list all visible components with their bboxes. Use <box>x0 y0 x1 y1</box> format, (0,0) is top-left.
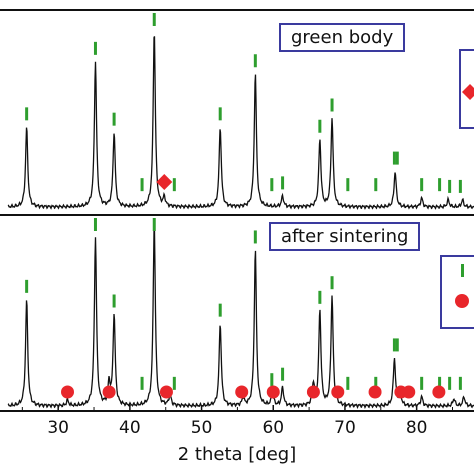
green-marker <box>218 303 222 317</box>
green-marker <box>318 290 322 304</box>
green-marker <box>395 151 399 165</box>
circle-marker <box>402 385 416 399</box>
green-marker <box>448 376 452 390</box>
circle-marker <box>368 385 382 399</box>
green-marker <box>152 218 156 231</box>
phase-markers <box>25 13 474 399</box>
green-marker <box>330 276 334 290</box>
green-marker <box>281 367 285 381</box>
green-marker <box>270 178 274 192</box>
green-marker <box>112 294 116 308</box>
circle-marker <box>61 385 75 399</box>
green-marker <box>318 119 322 133</box>
green-marker <box>281 176 285 190</box>
circle-marker <box>235 385 249 399</box>
green-marker <box>25 107 29 121</box>
diamond-marker <box>156 174 173 190</box>
plot-frame <box>0 9 474 412</box>
panel-label-after-sintering: after sintering <box>269 222 421 251</box>
green-marker <box>140 178 144 192</box>
trace-green-body <box>7 36 474 211</box>
green-marker <box>420 178 424 192</box>
x-tick-label: 50 <box>191 418 213 438</box>
green-marker <box>395 338 399 352</box>
green-marker <box>374 178 378 192</box>
panel-label-green-body: green body <box>279 23 406 52</box>
x-tick-label: 70 <box>334 418 356 438</box>
green-marker <box>172 376 176 390</box>
green-marker <box>172 178 176 192</box>
circle-marker <box>159 385 173 399</box>
circle-marker <box>102 385 116 399</box>
circle-marker <box>306 385 320 399</box>
green-marker <box>458 179 462 193</box>
circle-marker <box>266 385 280 399</box>
green-marker <box>253 54 257 68</box>
legend-box-bottom <box>440 255 474 329</box>
green-marker <box>253 230 257 244</box>
green-marker <box>392 151 396 165</box>
green-marker <box>458 376 462 390</box>
x-axis-label: 2 theta [deg] <box>177 444 297 465</box>
green-marker <box>112 112 116 126</box>
green-marker <box>346 178 350 192</box>
green-marker <box>270 373 274 387</box>
green-marker <box>374 376 378 390</box>
green-marker <box>392 338 396 352</box>
green-marker <box>420 376 424 390</box>
x-tick-label: 30 <box>47 418 69 438</box>
circle-marker <box>432 385 446 399</box>
legend-diamond-icon <box>462 84 474 100</box>
legend-green-icon <box>461 264 464 277</box>
green-marker <box>438 376 442 390</box>
x-tick-label: 60 <box>262 418 284 438</box>
x-axis-ticks: 30 40 50 60 70 80 <box>21 405 453 438</box>
x-tick-label: 40 <box>119 418 141 438</box>
green-marker <box>25 279 29 293</box>
green-marker <box>218 107 222 121</box>
green-marker <box>152 13 156 26</box>
green-marker <box>448 179 452 193</box>
green-marker <box>93 41 97 55</box>
green-marker <box>346 376 350 390</box>
x-tick-label: 80 <box>406 418 428 438</box>
trace-after-sintering <box>7 229 474 410</box>
green-marker <box>438 178 442 192</box>
green-marker <box>330 98 334 112</box>
circle-marker <box>331 385 345 399</box>
green-marker <box>140 376 144 390</box>
green-marker <box>93 218 97 231</box>
legend-circle-icon <box>455 294 469 308</box>
